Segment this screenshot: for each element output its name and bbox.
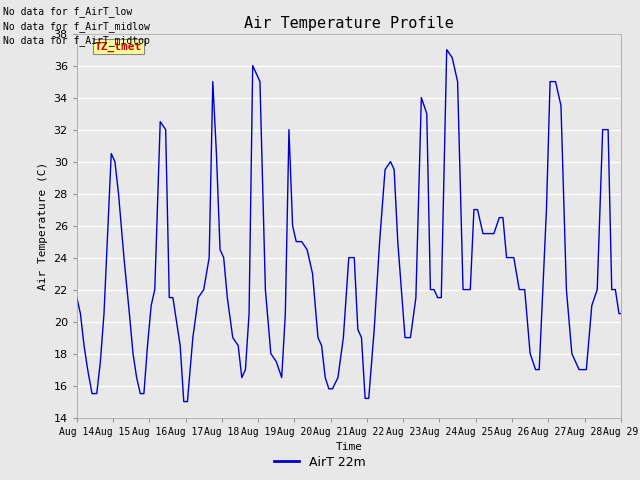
Text: No data for f_AirT_midlow: No data for f_AirT_midlow <box>3 21 150 32</box>
Text: No data for f_AirT_midtop: No data for f_AirT_midtop <box>3 35 150 46</box>
Title: Air Temperature Profile: Air Temperature Profile <box>244 16 454 31</box>
Text: TZ_tmet: TZ_tmet <box>95 42 142 52</box>
Y-axis label: Air Temperature (C): Air Temperature (C) <box>38 161 48 290</box>
X-axis label: Time: Time <box>335 442 362 452</box>
Text: No data for f_AirT_low: No data for f_AirT_low <box>3 6 132 17</box>
Legend: AirT 22m: AirT 22m <box>269 451 371 474</box>
